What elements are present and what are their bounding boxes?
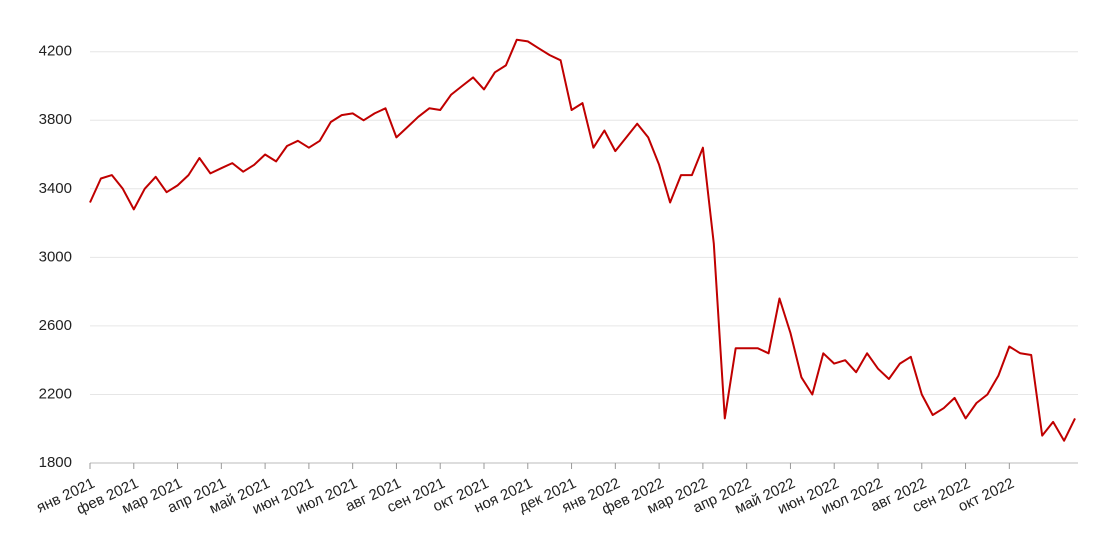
line [89,38,1076,442]
y-tick-label: 3000 [39,248,72,265]
y-tick-label: 2200 [39,385,72,402]
y-tick-label: 1800 [39,454,72,471]
y-tick-label: 2600 [39,317,72,334]
y-tick-label: 4200 [39,43,72,60]
y-tick-label: 3800 [39,111,72,128]
y-tick-label: 3400 [39,180,72,197]
